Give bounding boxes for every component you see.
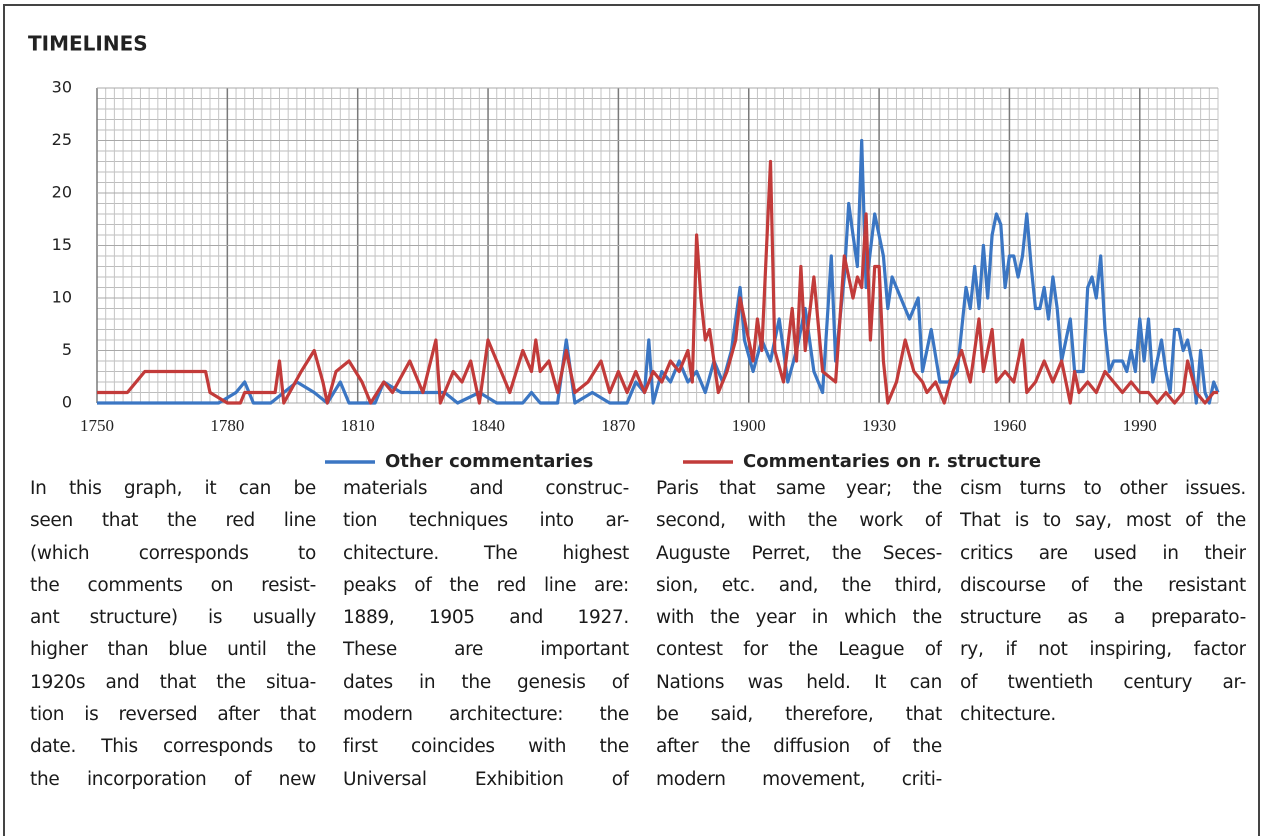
text-line: 1889, 1905 and 1927. <box>343 607 629 629</box>
x-tick-label: 1780 <box>210 416 244 435</box>
y-tick-label: 5 <box>62 340 72 359</box>
text-line: higher than blue until the <box>30 639 316 661</box>
text-line: first coincides with the <box>343 736 629 758</box>
legend-label: Other commentaries <box>385 451 593 472</box>
text-line: contest for the League of <box>656 639 942 661</box>
y-tick-label: 15 <box>52 235 72 254</box>
x-tick-label: 1900 <box>732 416 766 435</box>
text-line: ant structure) is usually <box>30 607 316 629</box>
text-line: the comments on resist- <box>30 574 316 596</box>
text-line: materials and construc- <box>343 478 629 499</box>
text-column: Paris that same year; the second, with th… <box>656 473 942 796</box>
text-column: In this graph, it can be seen that the re… <box>30 473 316 796</box>
text-line: discourse of the resistant <box>960 574 1246 596</box>
y-tick-label: 0 <box>62 393 72 412</box>
text-line: That is to say, most of the <box>960 510 1246 532</box>
data-line <box>97 159 1218 405</box>
x-tick-label: 1840 <box>471 416 505 435</box>
text-line: date. This corresponds to <box>30 736 316 758</box>
text-line: 1920s and that the situa- <box>30 671 316 693</box>
x-tick-label: 1930 <box>862 416 896 435</box>
text-line: dates in the genesis of <box>343 671 629 693</box>
text-line: second, with the work of <box>656 510 942 532</box>
text-line: tion techniques into ar- <box>343 510 629 532</box>
text-line: peaks of the red line are: <box>343 574 629 596</box>
y-tick-label: 25 <box>52 130 72 149</box>
chart-title: TIMELINES <box>28 32 148 56</box>
text-line: chitecture. The highest <box>343 542 629 564</box>
text-line: In this graph, it can be <box>30 478 316 499</box>
text-line: structure as a preparato- <box>960 607 1246 629</box>
text-line: the incorporation of new <box>30 768 316 790</box>
y-tick-label: 20 <box>52 183 72 202</box>
text-line: with the year in which the <box>656 607 942 629</box>
text-line: after the diffusion of the <box>656 736 942 758</box>
text-column: materials and construc-tion techniques i… <box>343 473 629 796</box>
text-line: ry, if not inspiring, factor <box>960 639 1246 661</box>
text-line: modern movement, criti- <box>656 768 942 790</box>
text-line: of twentieth century ar- <box>960 671 1246 693</box>
x-tick-label: 1960 <box>992 416 1026 435</box>
x-tick-label: 1870 <box>601 416 635 435</box>
text-line: tion is reversed after that <box>30 704 316 726</box>
chart: TIMELINES 0 5 10 15 20 25 30 1750 1780 1810 1840 18… <box>28 32 1220 472</box>
text-column: cism turns to other issues. That is to sa… <box>960 473 1246 731</box>
text-line: These are important <box>343 639 629 661</box>
text-line: critics are used in their <box>960 542 1246 564</box>
text-line: Auguste Perret, the Seces- <box>656 542 942 564</box>
text-line: sion, etc. and, the third, <box>656 574 942 596</box>
y-tick-label: 10 <box>52 288 72 307</box>
frame <box>3 4 1260 836</box>
x-tick-label: 1990 <box>1123 416 1157 435</box>
text-line: cism turns to other issues. <box>960 478 1246 499</box>
text-line: (which corresponds to <box>30 542 316 564</box>
data-line <box>97 138 1220 405</box>
text-line: Nations was held. It can <box>656 671 942 693</box>
text-line: Universal Exhibition of <box>343 768 629 790</box>
x-tick-label: 1750 <box>80 416 114 435</box>
legend-label: Commentaries on r. structure <box>743 451 1041 472</box>
text-line: Paris that same year; the <box>656 478 942 499</box>
y-tick-label: 30 <box>52 78 72 97</box>
text-line: be said, therefore, that <box>656 704 942 726</box>
x-tick-label: 1810 <box>341 416 375 435</box>
text-line: chitecture. <box>960 704 1056 726</box>
text-line: modern architecture: the <box>343 704 629 726</box>
text-line: seen that the red line <box>30 510 316 532</box>
